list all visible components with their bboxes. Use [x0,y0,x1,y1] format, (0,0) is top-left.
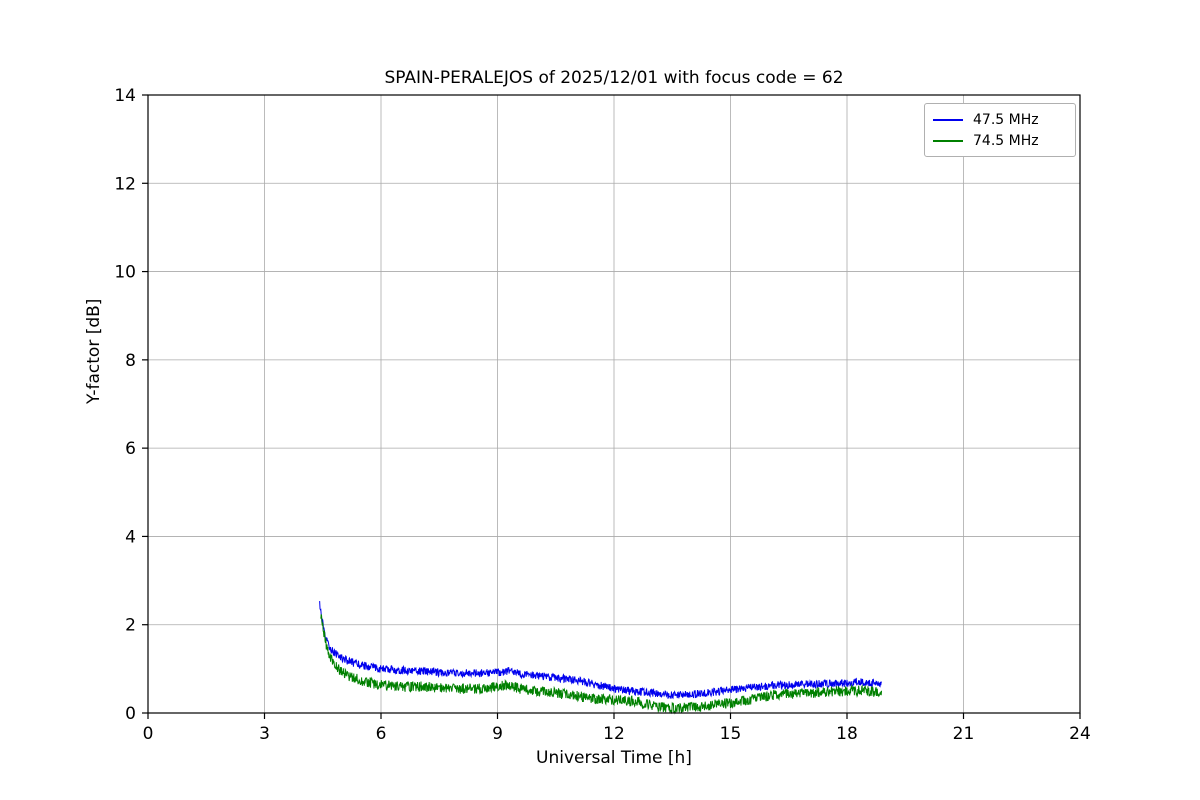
x-tick-label: 12 [603,724,625,744]
legend-entry: 47.5 MHz [933,109,1067,130]
legend-label: 47.5 MHz [973,111,1039,128]
y-tick-label: 2 [125,616,136,636]
x-axis-label: Universal Time [h] [536,748,692,768]
y-tick-label: 4 [125,527,136,547]
legend-label: 74.5 MHz [973,132,1039,149]
y-tick-label: 0 [125,704,136,724]
y-tick-label: 10 [114,263,136,283]
x-tick-label: 9 [492,724,503,744]
legend-line-sample-74-5 [933,139,963,142]
x-tick-label: 3 [259,724,270,744]
series-line-74-5-mhz [320,614,883,715]
y-tick-label: 14 [114,86,136,106]
chart-title: SPAIN-PERALEJOS of 2025/12/01 with focus… [384,68,844,88]
series-line-47-5-mhz [319,601,882,700]
y-tick-label: 8 [125,351,136,371]
legend-entry: 74.5 MHz [933,130,1067,151]
legend-line-sample-47-5 [933,118,963,121]
y-tick-label: 6 [125,439,136,459]
x-tick-label: 21 [953,724,975,744]
y-tick-label: 12 [114,174,136,194]
x-tick-label: 6 [376,724,387,744]
legend: 47.5 MHz 74.5 MHz [924,103,1076,157]
x-tick-label: 0 [143,724,154,744]
x-tick-label: 15 [720,724,742,744]
x-tick-label: 24 [1069,724,1091,744]
x-tick-label: 18 [836,724,858,744]
